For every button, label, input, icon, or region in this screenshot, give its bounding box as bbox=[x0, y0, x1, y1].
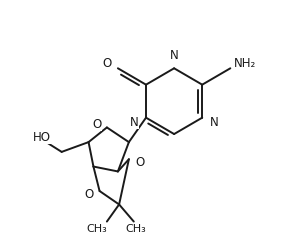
Text: N: N bbox=[210, 116, 219, 128]
Text: O: O bbox=[102, 58, 112, 70]
Text: CH₃: CH₃ bbox=[126, 224, 147, 234]
Text: HO: HO bbox=[33, 131, 51, 144]
Text: N: N bbox=[129, 116, 138, 128]
Text: CH₃: CH₃ bbox=[87, 224, 107, 234]
Text: O: O bbox=[84, 188, 93, 201]
Text: O: O bbox=[135, 156, 144, 169]
Text: NH₂: NH₂ bbox=[234, 58, 256, 70]
Text: O: O bbox=[92, 118, 102, 131]
Text: N: N bbox=[170, 49, 178, 62]
